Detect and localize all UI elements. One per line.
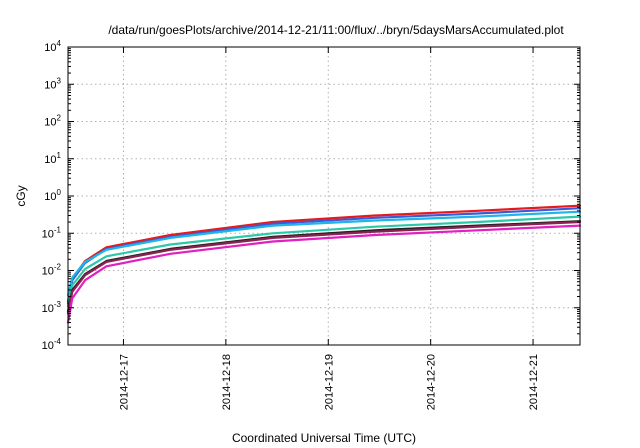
y-tick-label: 104	[44, 39, 61, 54]
y-axis-ticks: 10-4 10-3 10-2 10-1 100 101 102 103 104	[42, 39, 580, 352]
x-tick-label: 2014-12-18	[221, 354, 233, 410]
series-line	[66, 220, 582, 315]
series-line	[66, 224, 582, 324]
y-tick-label: 10-2	[42, 263, 62, 278]
x-tick-label: 2014-12-19	[323, 354, 335, 410]
y-tick-label: 100	[44, 188, 61, 203]
x-tick-label: 2014-12-17	[118, 354, 130, 410]
x-tick-label: 2014-12-20	[426, 354, 438, 410]
series-lines	[66, 204, 582, 324]
y-tick-label: 103	[44, 76, 61, 91]
y-tick-label: 10-4	[42, 337, 62, 352]
grid	[68, 47, 580, 345]
y-tick-label: 101	[44, 151, 61, 166]
y-tick-label: 102	[44, 114, 61, 129]
y-axis-label: cGy	[14, 185, 28, 206]
x-tick-label: 2014-12-21	[528, 354, 540, 410]
series-line	[66, 210, 582, 297]
series-line	[66, 215, 582, 308]
y-tick-label: 10-3	[42, 300, 62, 315]
x-axis-ticks: 2014-12-17 2014-12-18 2014-12-19 2014-12-20…	[118, 47, 540, 410]
x-axis-label: Coordinated Universal Time (UTC)	[232, 431, 416, 445]
y-tick-label: 10-1	[42, 225, 62, 240]
chart-title: /data/run/goesPlots/archive/2014-12-21/1…	[108, 23, 564, 37]
